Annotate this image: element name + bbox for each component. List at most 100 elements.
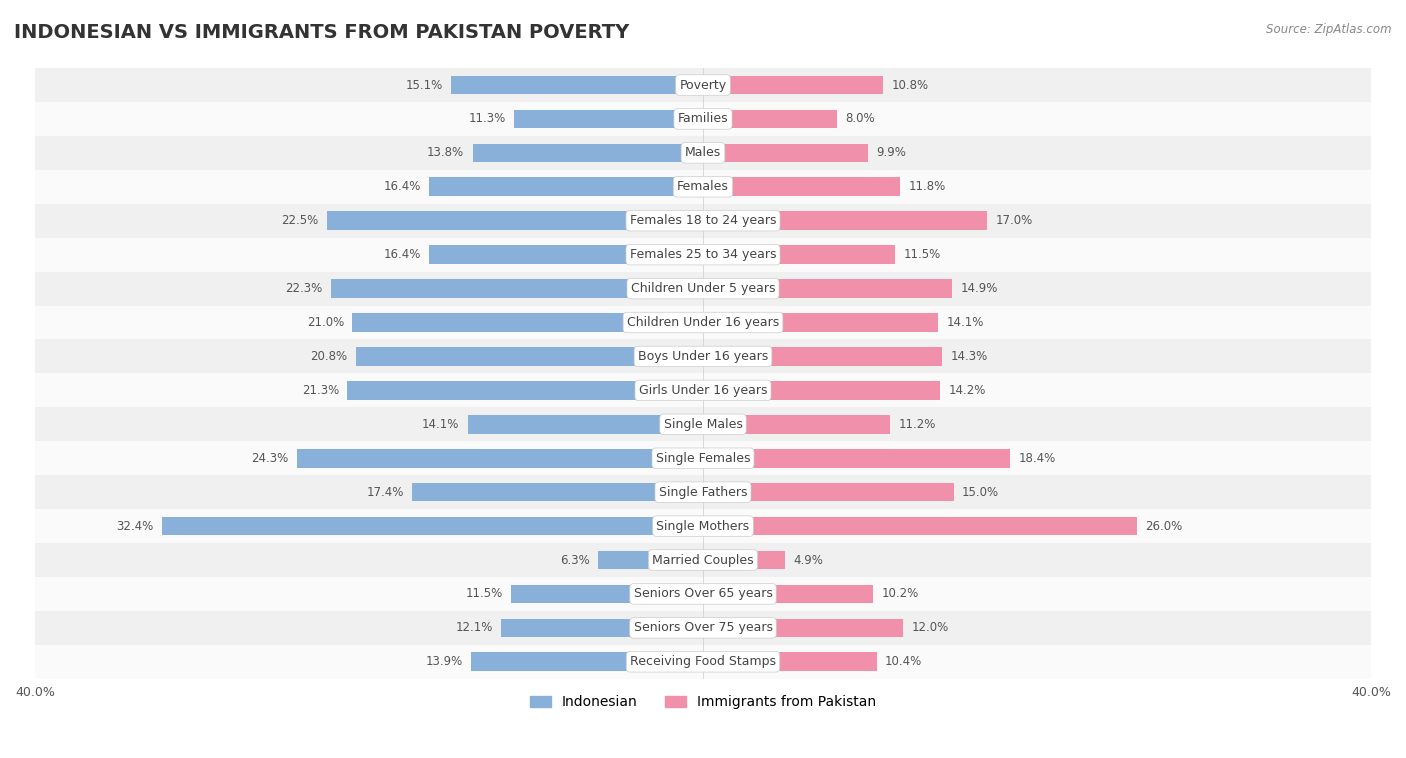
Text: 10.8%: 10.8% (891, 79, 929, 92)
Text: 10.2%: 10.2% (882, 587, 920, 600)
Text: 20.8%: 20.8% (311, 350, 347, 363)
Text: 13.9%: 13.9% (425, 656, 463, 669)
Text: Source: ZipAtlas.com: Source: ZipAtlas.com (1267, 23, 1392, 36)
Text: 26.0%: 26.0% (1146, 519, 1182, 533)
Bar (598, 551, 703, 569)
Bar (330, 279, 703, 298)
Text: 4.9%: 4.9% (793, 553, 823, 566)
Text: 16.4%: 16.4% (384, 180, 420, 193)
Text: 12.1%: 12.1% (456, 622, 492, 634)
Text: 8.0%: 8.0% (845, 112, 875, 126)
Text: Females: Females (678, 180, 728, 193)
Text: Married Couples: Married Couples (652, 553, 754, 566)
Text: 16.4%: 16.4% (384, 248, 420, 262)
Bar (703, 143, 869, 162)
Text: 22.5%: 22.5% (281, 215, 319, 227)
Text: 22.3%: 22.3% (285, 282, 322, 295)
Text: 11.5%: 11.5% (465, 587, 502, 600)
Bar (703, 449, 1011, 468)
Bar (703, 653, 877, 671)
Bar (35, 340, 1371, 374)
Bar (35, 611, 1371, 645)
Bar (35, 68, 1371, 102)
Text: Females 18 to 24 years: Females 18 to 24 years (630, 215, 776, 227)
Bar (468, 415, 703, 434)
Text: Seniors Over 75 years: Seniors Over 75 years (634, 622, 772, 634)
Bar (703, 177, 900, 196)
Text: 17.4%: 17.4% (367, 486, 404, 499)
Bar (429, 177, 703, 196)
Text: Children Under 5 years: Children Under 5 years (631, 282, 775, 295)
Text: 15.1%: 15.1% (405, 79, 443, 92)
Text: Single Females: Single Females (655, 452, 751, 465)
Bar (35, 305, 1371, 340)
Bar (703, 76, 883, 94)
Text: Single Mothers: Single Mothers (657, 519, 749, 533)
Bar (162, 517, 703, 535)
Text: Boys Under 16 years: Boys Under 16 years (638, 350, 768, 363)
Legend: Indonesian, Immigrants from Pakistan: Indonesian, Immigrants from Pakistan (524, 690, 882, 715)
Text: 14.9%: 14.9% (960, 282, 998, 295)
Bar (35, 645, 1371, 678)
Bar (703, 347, 942, 366)
Bar (35, 407, 1371, 441)
Text: 17.0%: 17.0% (995, 215, 1032, 227)
Bar (35, 509, 1371, 543)
Text: 10.4%: 10.4% (884, 656, 922, 669)
Text: Females 25 to 34 years: Females 25 to 34 years (630, 248, 776, 262)
Text: 14.1%: 14.1% (946, 316, 984, 329)
Bar (703, 619, 904, 637)
Bar (35, 204, 1371, 238)
Text: 14.2%: 14.2% (949, 384, 986, 397)
Bar (703, 584, 873, 603)
Text: 21.0%: 21.0% (307, 316, 344, 329)
Text: Single Fathers: Single Fathers (659, 486, 747, 499)
Text: INDONESIAN VS IMMIGRANTS FROM PAKISTAN POVERTY: INDONESIAN VS IMMIGRANTS FROM PAKISTAN P… (14, 23, 630, 42)
Bar (510, 584, 703, 603)
Bar (35, 441, 1371, 475)
Bar (703, 110, 837, 128)
Bar (501, 619, 703, 637)
Text: 11.8%: 11.8% (908, 180, 946, 193)
Text: Children Under 16 years: Children Under 16 years (627, 316, 779, 329)
Bar (703, 483, 953, 502)
Bar (35, 136, 1371, 170)
Text: 11.3%: 11.3% (468, 112, 506, 126)
Text: 14.1%: 14.1% (422, 418, 460, 431)
Bar (35, 170, 1371, 204)
Text: Girls Under 16 years: Girls Under 16 years (638, 384, 768, 397)
Text: Single Males: Single Males (664, 418, 742, 431)
Text: 9.9%: 9.9% (877, 146, 907, 159)
Bar (353, 313, 703, 332)
Text: 21.3%: 21.3% (302, 384, 339, 397)
Bar (703, 381, 941, 399)
Bar (703, 517, 1137, 535)
Bar (703, 211, 987, 230)
Bar (703, 551, 785, 569)
Bar (703, 279, 952, 298)
Bar (35, 271, 1371, 305)
Bar (703, 415, 890, 434)
Bar (35, 238, 1371, 271)
Bar (35, 102, 1371, 136)
Text: Families: Families (678, 112, 728, 126)
Text: Males: Males (685, 146, 721, 159)
Bar (356, 347, 703, 366)
Text: 12.0%: 12.0% (911, 622, 949, 634)
Text: 14.3%: 14.3% (950, 350, 987, 363)
Bar (472, 143, 703, 162)
Bar (703, 246, 896, 264)
Bar (412, 483, 703, 502)
Bar (451, 76, 703, 94)
Bar (35, 374, 1371, 407)
Text: Receiving Food Stamps: Receiving Food Stamps (630, 656, 776, 669)
Text: 24.3%: 24.3% (252, 452, 288, 465)
Text: Poverty: Poverty (679, 79, 727, 92)
Text: 11.2%: 11.2% (898, 418, 936, 431)
Text: Seniors Over 65 years: Seniors Over 65 years (634, 587, 772, 600)
Text: 32.4%: 32.4% (117, 519, 153, 533)
Bar (429, 246, 703, 264)
Text: 6.3%: 6.3% (560, 553, 589, 566)
Text: 11.5%: 11.5% (904, 248, 941, 262)
Bar (35, 577, 1371, 611)
